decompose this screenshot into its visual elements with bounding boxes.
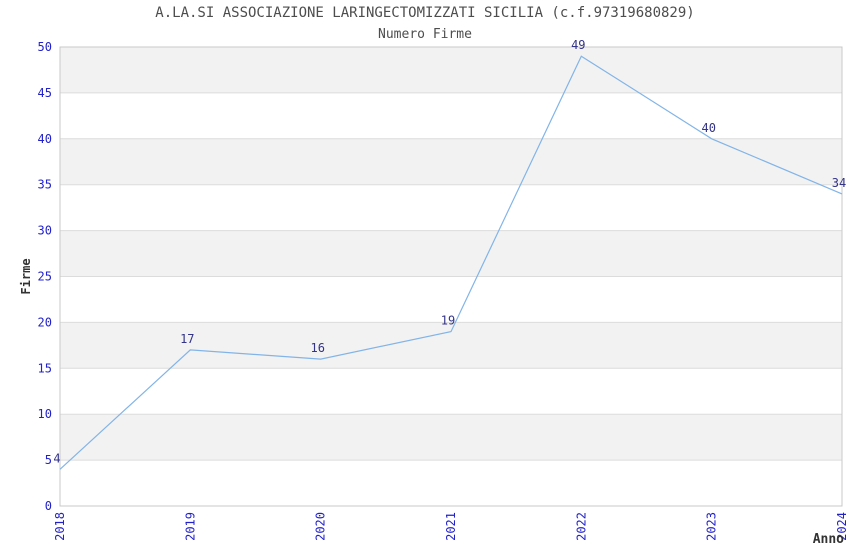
plot-band (60, 322, 842, 369)
y-axis-title: Firme (19, 258, 33, 294)
x-axis-title: Anno (813, 532, 844, 547)
y-tick-label: 40 (38, 132, 52, 146)
y-tick-label: 45 (38, 86, 52, 100)
x-tick-label: 2022 (574, 512, 588, 541)
data-point-label: 16 (310, 341, 324, 355)
y-tick-label: 50 (38, 40, 52, 54)
x-tick-label: 2024 (835, 512, 849, 541)
x-tick-label: 2019 (183, 512, 197, 541)
y-tick-label: 5 (45, 453, 52, 467)
plot-band (60, 230, 842, 277)
chart-subtitle: Numero Firme (378, 27, 472, 42)
y-tick-label: 10 (38, 407, 52, 421)
y-tick-label: 20 (38, 315, 52, 329)
data-point-label: 34 (832, 176, 846, 190)
chart-title: A.LA.SI ASSOCIAZIONE LARINGECTOMIZZATI S… (155, 5, 695, 21)
data-point-label: 19 (441, 314, 455, 328)
x-tick-label: 2018 (53, 512, 67, 541)
x-tick-label: 2023 (705, 512, 719, 541)
plot-band (60, 138, 842, 185)
y-tick-label: 35 (38, 178, 52, 192)
x-tick-label: 2021 (444, 512, 458, 541)
plot-border (59, 46, 843, 507)
data-point-label: 17 (180, 332, 194, 346)
y-tick-label: 0 (45, 499, 52, 513)
y-tick-label: 15 (38, 361, 52, 375)
data-point-label: 49 (571, 38, 585, 52)
data-point-label: 40 (701, 121, 715, 135)
y-tick-label: 25 (38, 270, 52, 284)
series-line (59, 55, 843, 470)
x-tick-label: 2020 (314, 512, 328, 541)
y-tick-label: 30 (38, 224, 52, 238)
plot-band (60, 414, 842, 461)
data-point-label: 4 (53, 451, 60, 465)
plot-band (60, 47, 842, 93)
